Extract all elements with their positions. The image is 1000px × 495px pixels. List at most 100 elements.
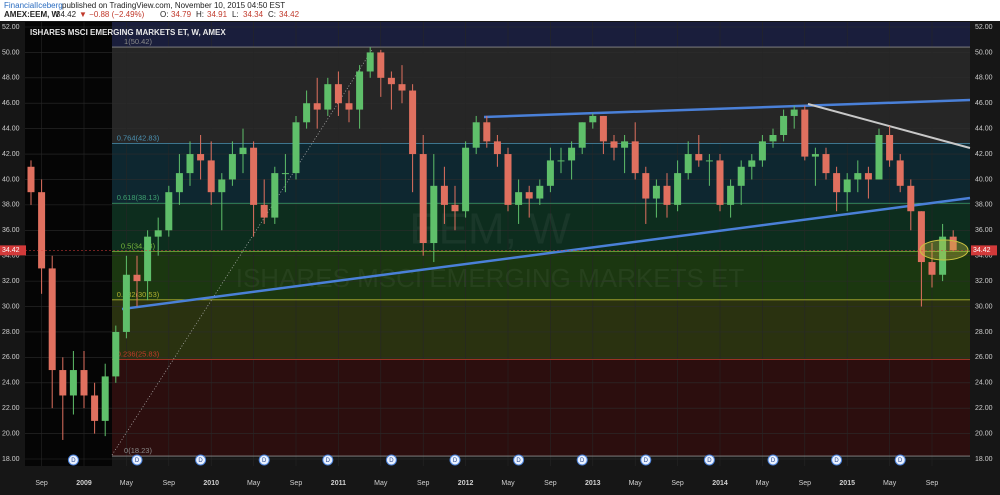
candle-body [122, 274, 130, 332]
candle-body [303, 103, 311, 123]
candle-body [313, 103, 321, 110]
candle-body [334, 84, 342, 104]
x-tick-label: Sep [163, 480, 176, 487]
candle-body [281, 173, 289, 175]
dividend-label: D [389, 458, 394, 464]
candle-body [377, 52, 385, 78]
fib-top-band [112, 22, 970, 48]
y-tick-label: 42.00 [2, 151, 20, 158]
dividend-marker [195, 454, 207, 466]
x-axis-bar [0, 466, 1000, 495]
dividend-marker [322, 454, 334, 466]
y-tick-label: 46.00 [2, 100, 20, 107]
symbol: AMEX:EEM, W [4, 10, 60, 19]
dividend-marker [67, 454, 79, 466]
y-tick-label: 38.00 [2, 202, 20, 209]
dividend-marker [576, 454, 588, 466]
publisher[interactable]: FinancialIceberg [4, 1, 63, 10]
y-tick-label: 32.00 [2, 278, 20, 285]
candle-body [462, 147, 470, 212]
candle-body [621, 141, 629, 148]
candle-body [536, 185, 544, 199]
watermark-sub: ISHARES MSCI EMERGING MARKETS ET [236, 263, 745, 293]
y-tick-label: 50.00 [2, 49, 20, 56]
candle-body [674, 173, 682, 205]
x-tick-label: May [247, 480, 261, 487]
dividend-marker [831, 454, 843, 466]
candle-body [419, 154, 427, 243]
change: ▼ −0.88 (−2.49%) [79, 10, 145, 19]
x-tick-label: 2013 [585, 480, 601, 487]
candle-body [525, 192, 533, 199]
candle-body [695, 154, 703, 161]
candle-body [928, 262, 936, 275]
candle-body [133, 274, 141, 282]
candle-body [610, 141, 618, 148]
candle-body [705, 160, 713, 162]
trendline [483, 98, 971, 119]
x-tick-label: May [883, 480, 897, 487]
quote-value: 34.42 [279, 10, 300, 19]
candle-body [780, 115, 788, 135]
x-tick-label: Sep [926, 480, 939, 487]
candle-body [727, 185, 735, 205]
candle-body [387, 77, 395, 85]
candle-body [218, 179, 226, 193]
y-tick-label: 52.00 [2, 24, 20, 31]
x-tick-label: Sep [35, 480, 48, 487]
quote-label: C: [268, 10, 276, 19]
x-tick-label: 2014 [712, 480, 728, 487]
dividend-marker [640, 454, 652, 466]
x-tick-label: May [501, 480, 515, 487]
candle-body [366, 52, 374, 72]
candle-body [186, 154, 194, 174]
y-tick-label: 40.00 [2, 176, 20, 183]
y-tick-label: 22.00 [2, 405, 20, 412]
y-tick-label: 20.00 [975, 430, 993, 437]
dividend-label: D [71, 458, 76, 464]
y-tick-label: 42.00 [975, 151, 993, 158]
candle-body [175, 173, 183, 193]
dividend-label: D [262, 458, 267, 464]
candle-body [154, 230, 162, 237]
candle-body [917, 211, 925, 263]
y-tick-label: 18.00 [2, 456, 20, 463]
candle-body [197, 154, 205, 161]
candle-body [271, 173, 279, 218]
fib-band [112, 203, 970, 252]
candle-body [493, 141, 501, 155]
y-tick-label: 36.00 [2, 227, 20, 234]
y-tick-label: 20.00 [2, 430, 20, 437]
candle-body [578, 122, 586, 148]
candle-body [228, 154, 236, 180]
y-tick-label: 22.00 [975, 405, 993, 412]
candle-body [589, 115, 597, 123]
candle-body [758, 141, 766, 161]
candle-body [101, 376, 109, 421]
candle-body [472, 122, 480, 148]
quote-label: H: [196, 10, 204, 19]
dividend-marker [449, 454, 461, 466]
candle-body [886, 135, 894, 161]
last-price-tag [0, 245, 26, 256]
last-price-tag [971, 245, 997, 256]
dividend-marker [894, 454, 906, 466]
candle-body [631, 141, 639, 174]
y-tick-label: 18.00 [975, 456, 993, 463]
y-tick-label: 48.00 [2, 75, 20, 82]
y-tick-label: 34.00 [2, 253, 20, 260]
candle-body [409, 90, 417, 155]
candle-body [440, 185, 448, 205]
dividend-label: D [707, 458, 712, 464]
candle-body [748, 160, 756, 167]
x-tick-label: May [374, 480, 388, 487]
fib-diagonal [111, 49, 373, 456]
candle-body [822, 154, 830, 174]
y-tick-label: 48.00 [975, 75, 993, 82]
y-tick-label: 24.00 [975, 380, 993, 387]
dividend-label: D [198, 458, 203, 464]
x-tick-label: 2010 [203, 480, 219, 487]
dividend-label: D [771, 458, 776, 464]
candle-body [112, 331, 120, 377]
